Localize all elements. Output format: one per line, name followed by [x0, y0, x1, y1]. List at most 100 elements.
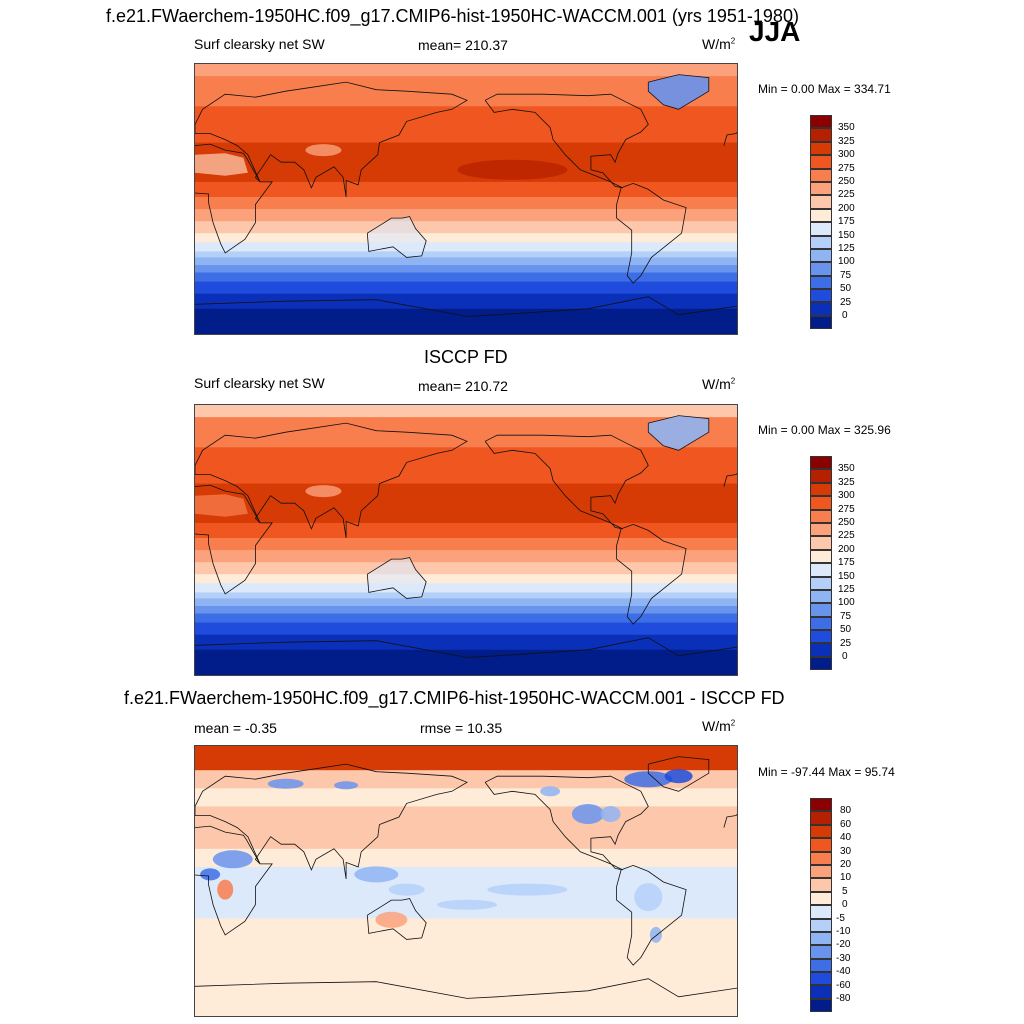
band: [195, 746, 737, 771]
colorbar-swatch: [810, 958, 832, 973]
colorbar-tick-label: 350: [838, 122, 855, 134]
anomaly-features: [195, 756, 737, 999]
land-features: [195, 415, 737, 658]
band: [195, 538, 737, 551]
colorbar-tick-label: 20: [840, 859, 852, 870]
colorbar-tick-label: 80: [840, 805, 852, 817]
colorbar-tick-label: 25: [840, 296, 852, 308]
colorbar-swatch: [810, 115, 832, 129]
panel2-variable-label: Surf clearsky net SW: [194, 375, 325, 391]
band: [195, 197, 737, 210]
colorbar-swatch: [810, 945, 832, 959]
colorbar-tick-label: 225: [838, 530, 855, 542]
africa-coastline: [195, 143, 273, 254]
band: [195, 806, 737, 826]
colorbar-tick-label: -20: [836, 939, 851, 951]
greenland-ice: [648, 74, 709, 110]
australia-patch: [367, 216, 427, 258]
colorbar-swatch: [810, 181, 832, 196]
colorbar-swatch: [810, 563, 832, 577]
band: [195, 429, 737, 448]
colorbar-swatch: [810, 918, 832, 932]
band: [195, 417, 737, 430]
band: [195, 251, 737, 258]
band: [195, 770, 737, 789]
colorbar-swatch: [810, 289, 832, 303]
namerica-coastline: [484, 93, 649, 189]
band: [195, 848, 737, 868]
colorbar-tick-label: 200: [838, 543, 855, 555]
panel3-colorbar: [810, 798, 832, 1013]
colorbar-tick-label: 60: [840, 818, 852, 830]
panel3-map: [194, 745, 738, 1017]
colorbar-swatch: [810, 891, 832, 906]
namerica-coastline: [484, 775, 649, 871]
greenland-ice: [648, 415, 709, 451]
anomaly-blob: [200, 868, 221, 881]
colorbar-tick-label: 250: [838, 176, 855, 187]
colorbar-tick-label: 175: [838, 557, 855, 569]
anomaly-blob: [375, 911, 408, 928]
band: [195, 592, 737, 599]
colorbar-swatch: [810, 576, 832, 590]
panel1-map: [194, 63, 738, 335]
band: [195, 209, 737, 222]
land-features: [195, 74, 737, 317]
band: [195, 447, 737, 470]
eurasia-coastline: [195, 422, 468, 539]
colorbar-swatch: [810, 222, 832, 236]
antarctic-coastline: [195, 637, 737, 658]
colorbar-tick-label: 75: [840, 269, 852, 281]
australia-coastline: [366, 898, 427, 940]
colorbar-swatch: [810, 798, 832, 812]
colorbar-tick-label: 25: [840, 637, 852, 649]
figure-title: f.e21.FWaerchem-1950HC.f09_g17.CMIP6-his…: [106, 6, 799, 26]
colorbar-tick-label: 300: [838, 490, 855, 502]
colorbar-tick-label: 275: [838, 503, 855, 515]
colorbar-swatch: [810, 985, 832, 999]
colorbar-swatch: [810, 972, 832, 986]
anomaly-blob: [649, 926, 662, 943]
anomaly-blob: [571, 804, 604, 824]
colorbar-tick-label: 100: [838, 597, 855, 609]
colorbar-swatch: [810, 141, 832, 156]
colorbar-tick-label: 175: [838, 216, 855, 228]
colorbar-swatch: [810, 851, 832, 865]
band: [195, 181, 737, 198]
zonal-bands: [195, 405, 737, 675]
colorbar-tick-label: 300: [838, 149, 855, 161]
colorbar-tick-label: -30: [836, 952, 851, 964]
anomaly-blob: [217, 879, 234, 900]
colorbar-swatch: [810, 456, 832, 470]
band: [195, 613, 737, 624]
band: [195, 308, 737, 334]
colorbar-tick-label: -40: [836, 966, 851, 978]
zonal-bands: [195, 64, 737, 334]
band: [195, 221, 737, 234]
panel3-mean-label: mean = -0.35: [194, 720, 277, 736]
panel1-variable-label: Surf clearsky net SW: [194, 36, 325, 52]
sahara-patch: [195, 494, 248, 517]
band: [195, 583, 737, 593]
iberia-coastline: [723, 813, 737, 828]
band: [195, 468, 737, 485]
samerica-coastline: [616, 864, 687, 966]
panel2-heading: ISCCP FD: [424, 347, 508, 367]
colorbar-tick-label: 75: [840, 610, 852, 622]
anomaly-blob: [540, 786, 561, 797]
colorbar-swatch: [810, 469, 832, 483]
eurasia-coastline: [195, 763, 468, 880]
africa-coastline: [195, 825, 273, 936]
colorbar-swatch: [810, 275, 832, 290]
colorbar-tick-label: 250: [838, 517, 855, 528]
colorbar-swatch: [810, 838, 832, 852]
band: [195, 562, 737, 575]
colorbar-swatch: [810, 931, 832, 946]
samerica-coastline: [616, 182, 687, 284]
colorbar-swatch: [810, 262, 832, 276]
colorbar-swatch: [810, 630, 832, 644]
colorbar-swatch: [810, 603, 832, 617]
colorbar-tick-label: -80: [836, 993, 851, 1004]
colorbar-swatch: [810, 549, 832, 564]
colorbar-swatch: [810, 302, 832, 316]
